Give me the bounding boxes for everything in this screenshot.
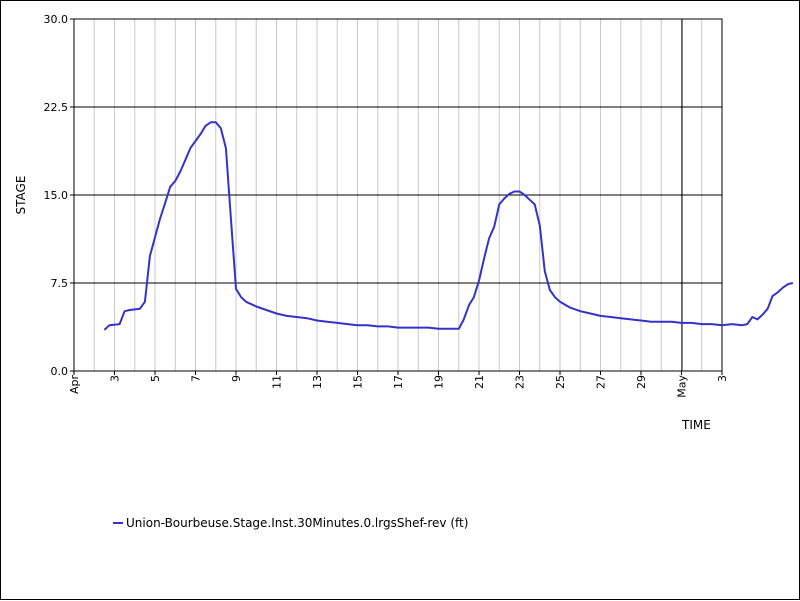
y-tick-label: 7.5 [51, 277, 69, 290]
x-tick-label: 21 [473, 375, 486, 389]
x-tick-label: 9 [230, 375, 243, 382]
x-tick-label: Apr [68, 375, 81, 395]
x-tick-label: 5 [149, 375, 162, 382]
series-lines [103, 121, 794, 331]
legend-label: Union-Bourbeuse.Stage.Inst.30Minutes.0.l… [126, 516, 468, 530]
x-tick-label: 29 [635, 375, 648, 389]
y-axis-title: STAGE [14, 176, 28, 215]
y-tick-label: 15.0 [44, 189, 69, 202]
x-tick-label: 23 [514, 375, 527, 389]
x-tick-label: 27 [595, 375, 608, 389]
y-axis-ticks: 0.0 7.5 15.0 22.5 30.0 [44, 13, 74, 378]
series-line [103, 121, 794, 331]
x-tick-label: May [676, 375, 689, 398]
x-tick-label: 19 [433, 375, 446, 389]
x-tick-label: 17 [392, 375, 405, 389]
x-tick-label: 15 [352, 375, 365, 389]
x-tick-label: 3 [109, 375, 122, 382]
y-tick-label: 0.0 [51, 365, 69, 378]
y-tick-label: 30.0 [44, 13, 69, 26]
y-tick-label: 22.5 [44, 101, 69, 114]
x-axis-ticks: Apr 3 5 7 9 11 13 15 17 19 21 23 25 27 29 May 3 [68, 371, 729, 398]
x-tick-label: 13 [311, 375, 324, 389]
x-tick-label: 3 [716, 375, 729, 382]
horizontal-gridlines [74, 106, 722, 284]
x-axis-title: TIME [681, 418, 711, 432]
x-tick-label: 25 [554, 375, 567, 389]
x-tick-label: 7 [190, 375, 203, 382]
x-tick-label: 11 [271, 375, 284, 389]
legend: Union-Bourbeuse.Stage.Inst.30Minutes.0.l… [113, 516, 468, 530]
